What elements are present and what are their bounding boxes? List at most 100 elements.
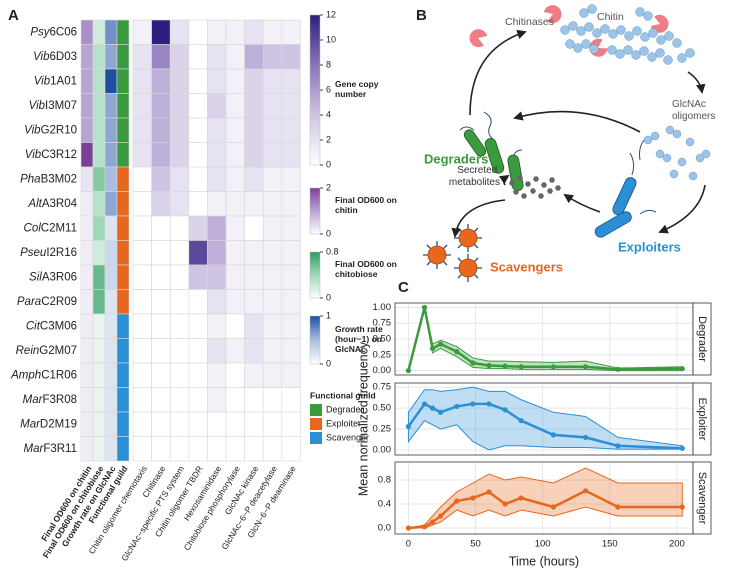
heat-cell [225, 289, 245, 315]
row-label: MarF3R08 [23, 394, 77, 406]
heat-cell [188, 289, 208, 315]
annotation-cell [80, 117, 94, 143]
arrow [451, 199, 506, 238]
rod [594, 211, 632, 238]
bead [592, 28, 602, 38]
legend-label: Exploiter [326, 418, 361, 428]
bead [663, 55, 673, 65]
point [405, 423, 412, 430]
heat-cell [262, 289, 283, 315]
colorbar [309, 315, 321, 365]
point [550, 432, 556, 438]
heat-cell [151, 289, 171, 315]
heat-cell [225, 142, 245, 168]
annotation-cell [80, 338, 94, 364]
point [438, 409, 444, 415]
annotation-cell [80, 44, 94, 70]
heat-cell [244, 44, 264, 70]
annotation-cell [104, 436, 118, 462]
bead [672, 38, 682, 48]
heat-cell [281, 289, 301, 315]
row-label: PhaB3M02 [20, 173, 77, 185]
diagram-label: Chitin [597, 11, 624, 23]
point [470, 495, 476, 501]
guild-cell [116, 142, 130, 168]
heat-cell [244, 142, 264, 168]
heat-cell [225, 117, 245, 143]
bead [584, 22, 594, 32]
guild-cell [116, 411, 130, 437]
heat-cell [151, 68, 171, 94]
heat-cell [244, 264, 264, 290]
metabolite [555, 185, 561, 191]
y-tick-label: 0.00 [373, 444, 392, 455]
row-label: PseuI2R16 [20, 247, 77, 259]
colorbar [309, 14, 321, 166]
guild-cell [116, 436, 130, 462]
metabolite [538, 193, 544, 199]
point [615, 366, 621, 372]
heat-cell [169, 313, 190, 339]
point [486, 401, 492, 407]
annotation-cell [92, 44, 106, 70]
row-label: Psy6C06 [30, 26, 77, 38]
heat-cell [188, 166, 208, 192]
bead [560, 25, 570, 35]
point [421, 401, 428, 407]
heat-cell [244, 68, 264, 94]
heat-cell [132, 289, 152, 315]
bead [648, 28, 658, 38]
guild-cell [116, 313, 130, 339]
y-tick-label: 0.0 [378, 523, 391, 534]
heat-cell [169, 93, 190, 119]
heat-cell [169, 338, 190, 364]
bead [669, 169, 679, 179]
annotation-cell [104, 93, 118, 119]
guild-cell [116, 44, 130, 70]
bead [677, 157, 687, 167]
annotation-cell [80, 142, 94, 168]
y-tick-label: 0.00 [373, 365, 392, 376]
rod [463, 129, 487, 157]
point [454, 349, 460, 355]
bead [665, 125, 675, 135]
heat-cell [207, 68, 227, 94]
heat-cell [225, 44, 245, 70]
heat-cell [132, 19, 152, 45]
heat-cell [244, 436, 264, 462]
heat-cell [207, 362, 227, 388]
x-tick-label: 50 [470, 539, 481, 550]
row-label: VibI3M07 [29, 100, 77, 112]
bead [695, 153, 705, 163]
heat-cell [188, 313, 208, 339]
heat-cell [207, 411, 227, 437]
bead [624, 31, 634, 41]
annotation-cell [92, 289, 106, 315]
heat-cell [225, 338, 245, 364]
heat-cell [281, 215, 301, 241]
point [550, 364, 556, 370]
strip [692, 461, 712, 535]
point [429, 405, 436, 411]
heat-cell [207, 387, 227, 413]
heat-cell [151, 19, 171, 45]
heat-cell [151, 166, 171, 192]
heat-cell [244, 289, 264, 315]
heat-cell [225, 436, 245, 462]
annotation-cell [80, 93, 94, 119]
heat-cell [207, 264, 227, 290]
heat-cell [151, 191, 171, 217]
heat-cell [188, 44, 208, 70]
heat-cell [132, 362, 152, 388]
annotation-cell [104, 117, 118, 143]
heat-cell [188, 411, 208, 437]
legend-title: Final OD600 on chitobiose [335, 259, 399, 279]
heat-cell [262, 313, 283, 339]
heat-cell [151, 93, 171, 119]
annotation-cell [104, 44, 118, 70]
point [486, 362, 492, 369]
heat-cell [244, 19, 264, 45]
point [470, 360, 476, 366]
bead [589, 44, 599, 54]
